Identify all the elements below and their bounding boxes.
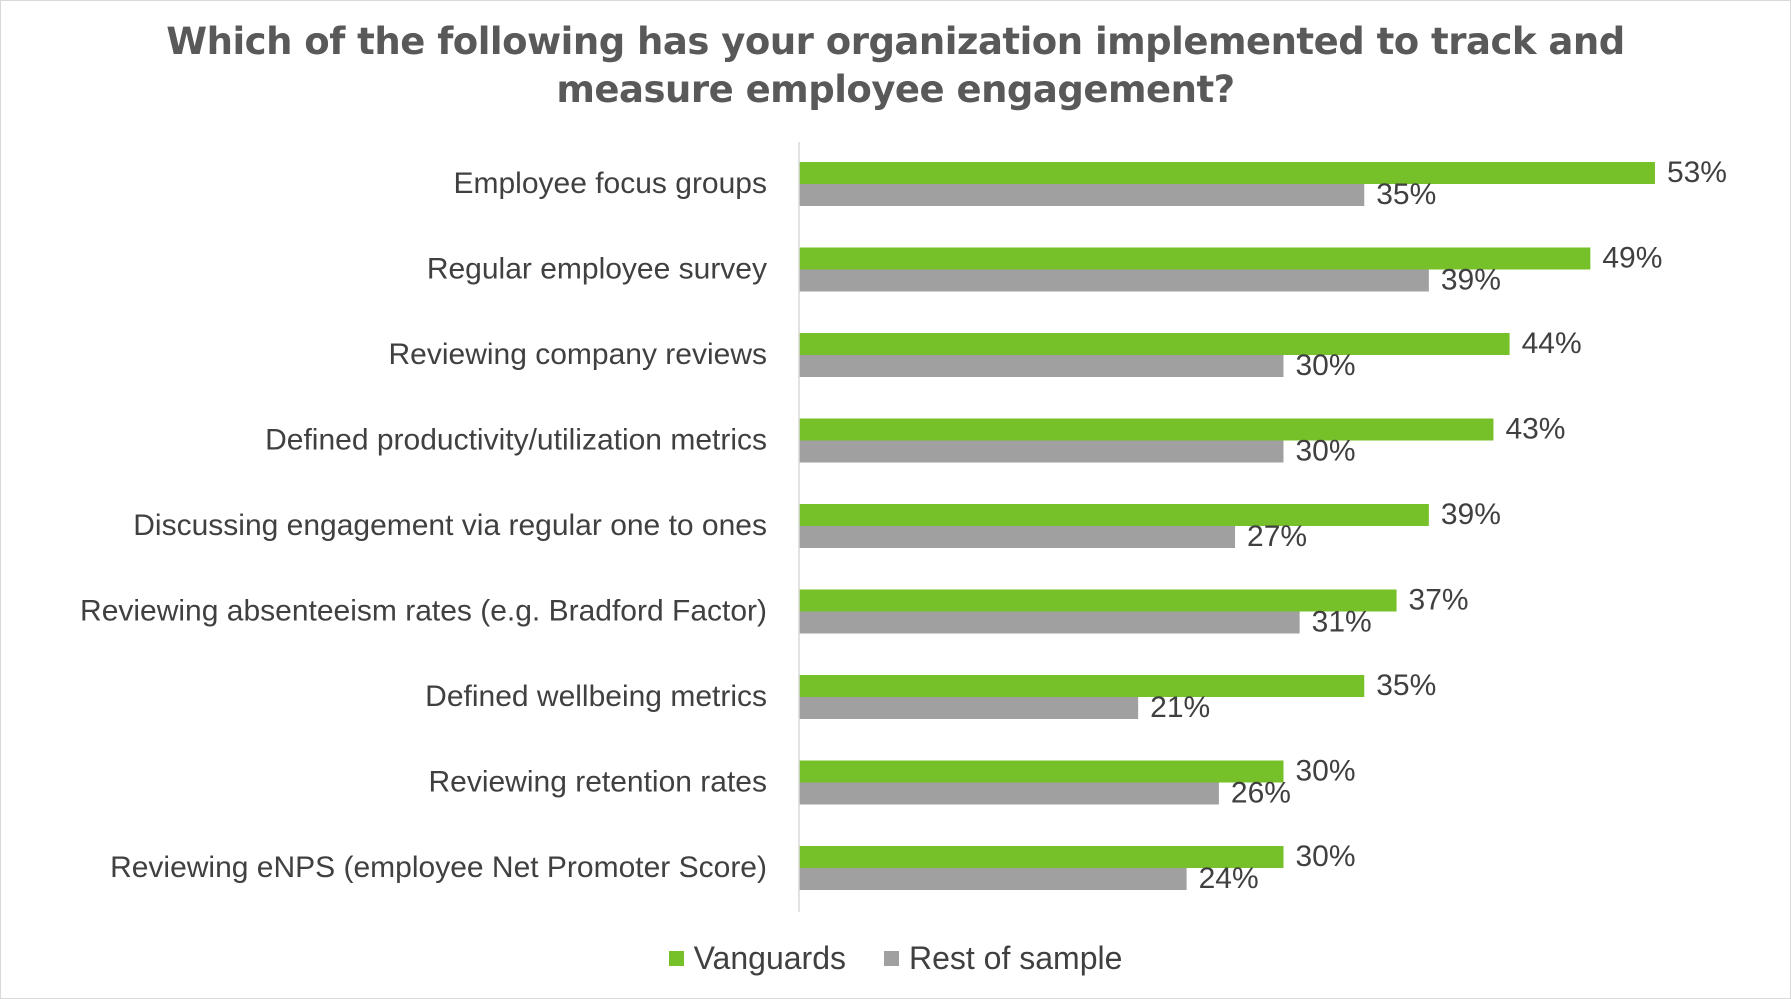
category-label: Defined productivity/utilization metrics <box>265 423 767 456</box>
legend-label-rest-of-sample: Rest of sample <box>908 940 1123 976</box>
bar-vanguards <box>799 333 1510 355</box>
legend-item-rest-of-sample: Rest of sample <box>883 940 1123 977</box>
legend-label-vanguards: Vanguards <box>693 940 846 976</box>
category-label: Employee focus groups <box>453 167 767 200</box>
chart-title: Which of the following has your organiza… <box>100 18 1691 114</box>
chart-title-line-2: measure employee engagement? <box>556 68 1235 111</box>
bar-rest-of-sample <box>799 269 1429 292</box>
bar-rest-of-sample <box>799 611 1300 634</box>
data-label-vanguards: 30% <box>1296 754 1356 787</box>
category-label: Reviewing eNPS (employee Net Promoter Sc… <box>110 851 767 884</box>
bar-rest-of-sample <box>799 355 1284 377</box>
data-label-rest-of-sample: 30% <box>1296 434 1356 467</box>
data-label-rest-of-sample: 39% <box>1441 263 1501 296</box>
data-label-vanguards: 44% <box>1522 327 1582 360</box>
legend-swatch-rest-of-sample <box>883 951 899 966</box>
data-label-vanguards: 39% <box>1441 498 1501 531</box>
chart-legend: Vanguards Rest of sample <box>0 940 1791 977</box>
category-label: Discussing engagement via regular one to… <box>133 509 767 542</box>
bar-rest-of-sample <box>799 697 1139 719</box>
bar-rest-of-sample <box>799 526 1236 548</box>
category-label: Defined wellbeing metrics <box>425 680 767 713</box>
data-label-rest-of-sample: 35% <box>1376 178 1436 211</box>
legend-item-vanguards: Vanguards <box>668 940 846 977</box>
bar-rest-of-sample <box>799 868 1187 890</box>
data-label-rest-of-sample: 26% <box>1231 776 1291 809</box>
data-label-vanguards: 30% <box>1296 840 1356 873</box>
bar-vanguards <box>799 247 1591 270</box>
data-label-rest-of-sample: 21% <box>1150 691 1210 724</box>
bar-rest-of-sample <box>799 782 1219 805</box>
data-label-rest-of-sample: 24% <box>1199 862 1259 895</box>
bar-vanguards <box>799 846 1284 868</box>
category-label: Reviewing absenteeism rates (e.g. Bradfo… <box>80 594 767 627</box>
data-label-rest-of-sample: 30% <box>1296 349 1356 382</box>
bar-vanguards <box>799 418 1494 441</box>
data-label-rest-of-sample: 31% <box>1312 605 1372 638</box>
category-label: Reviewing company reviews <box>389 338 768 371</box>
data-label-vanguards: 37% <box>1409 583 1469 616</box>
bar-vanguards <box>799 760 1284 783</box>
bar-rest-of-sample <box>799 440 1284 463</box>
data-label-vanguards: 53% <box>1667 156 1727 189</box>
legend-swatch-vanguards <box>668 951 684 966</box>
data-label-rest-of-sample: 27% <box>1247 520 1307 553</box>
bar-vanguards <box>799 504 1429 526</box>
data-label-vanguards: 43% <box>1505 412 1565 445</box>
category-label: Regular employee survey <box>427 252 767 285</box>
bar-vanguards <box>799 162 1655 184</box>
bar-vanguards <box>799 589 1397 612</box>
bar-rest-of-sample <box>799 184 1365 206</box>
data-label-vanguards: 35% <box>1376 669 1436 702</box>
category-label: Reviewing retention rates <box>428 765 767 798</box>
bar-vanguards <box>799 675 1365 697</box>
chart-title-line-1: Which of the following has your organiza… <box>166 20 1625 63</box>
data-label-vanguards: 49% <box>1602 241 1662 274</box>
